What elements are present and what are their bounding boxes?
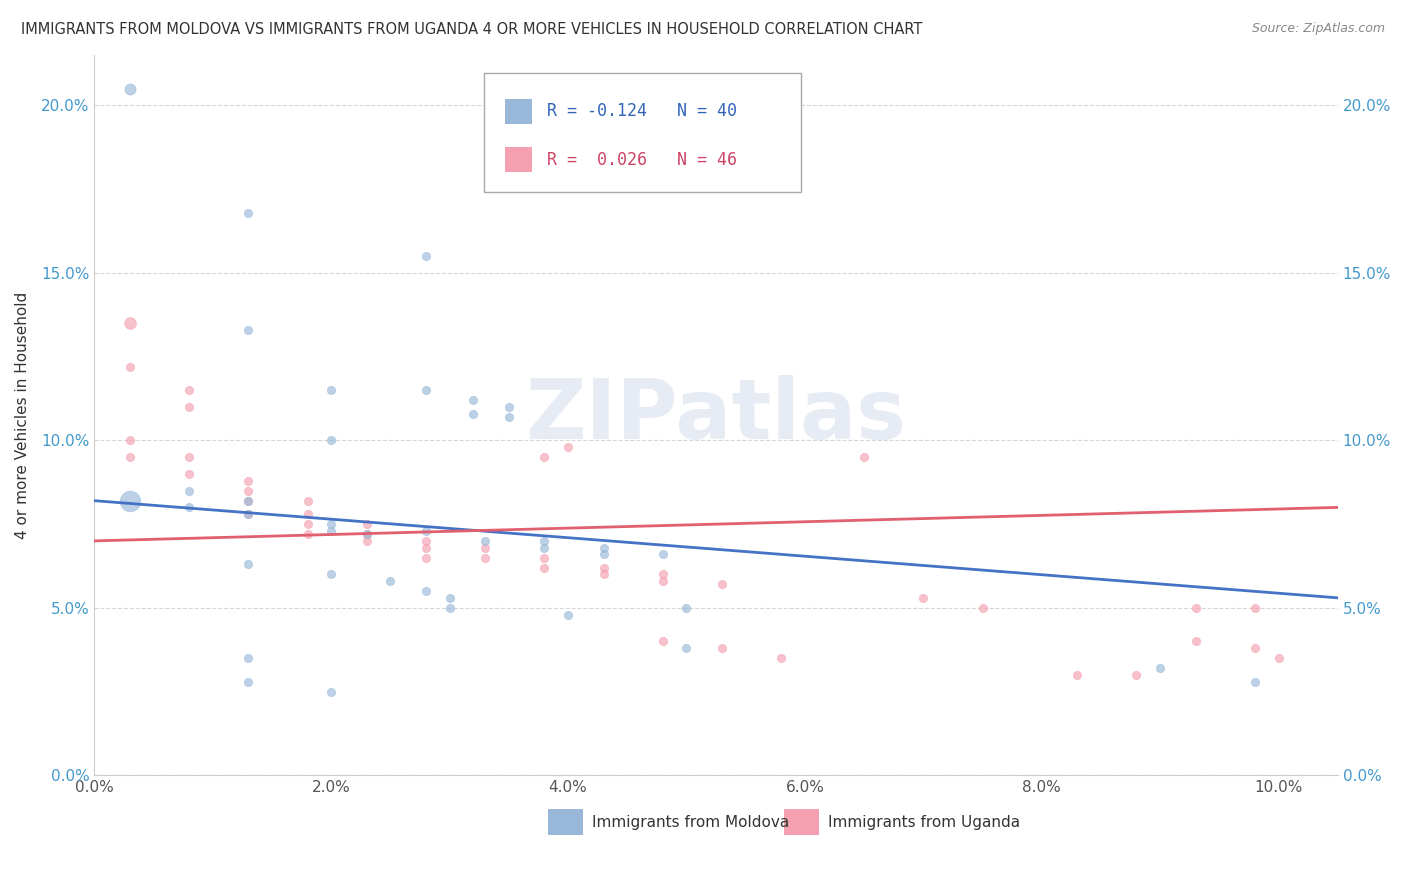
Point — [297, 527, 319, 541]
Point — [415, 584, 437, 599]
Point — [118, 434, 141, 448]
Point — [651, 567, 673, 582]
Point — [356, 527, 378, 541]
Point — [1066, 668, 1088, 682]
Point — [356, 533, 378, 548]
Point — [118, 450, 141, 464]
Point — [651, 634, 673, 648]
Point — [710, 577, 733, 591]
Point — [474, 550, 496, 565]
Point — [118, 316, 141, 330]
Point — [533, 533, 555, 548]
Point — [557, 440, 579, 454]
Point — [177, 383, 200, 397]
Point — [238, 323, 260, 337]
Point — [238, 483, 260, 498]
Point — [1244, 674, 1267, 689]
Y-axis label: 4 or more Vehicles in Household: 4 or more Vehicles in Household — [15, 292, 30, 539]
Point — [297, 517, 319, 532]
Text: Immigrants from Uganda: Immigrants from Uganda — [828, 814, 1021, 830]
Point — [415, 541, 437, 555]
Point — [533, 560, 555, 574]
Point — [238, 474, 260, 488]
Point — [238, 493, 260, 508]
Point — [439, 591, 461, 605]
Point — [972, 600, 994, 615]
Point — [238, 507, 260, 521]
Text: ZIPatlas: ZIPatlas — [526, 375, 907, 456]
FancyBboxPatch shape — [505, 99, 531, 124]
Point — [238, 205, 260, 219]
Point — [1184, 634, 1206, 648]
Point — [1244, 641, 1267, 656]
Point — [498, 400, 520, 414]
FancyBboxPatch shape — [484, 73, 800, 192]
Point — [853, 450, 876, 464]
Point — [321, 517, 343, 532]
Point — [592, 547, 614, 561]
Point — [321, 383, 343, 397]
Point — [297, 493, 319, 508]
Point — [177, 467, 200, 481]
Point — [463, 407, 485, 421]
Point — [1125, 668, 1147, 682]
Point — [770, 651, 793, 665]
Point — [710, 641, 733, 656]
Point — [912, 591, 935, 605]
Point — [415, 550, 437, 565]
FancyBboxPatch shape — [785, 809, 820, 835]
Point — [1267, 651, 1289, 665]
Text: IMMIGRANTS FROM MOLDOVA VS IMMIGRANTS FROM UGANDA 4 OR MORE VEHICLES IN HOUSEHOL: IMMIGRANTS FROM MOLDOVA VS IMMIGRANTS FR… — [21, 22, 922, 37]
Point — [651, 547, 673, 561]
Point — [238, 507, 260, 521]
Point — [592, 567, 614, 582]
Point — [321, 434, 343, 448]
FancyBboxPatch shape — [548, 809, 583, 835]
Point — [415, 249, 437, 263]
Point — [177, 400, 200, 414]
Point — [474, 533, 496, 548]
Point — [533, 541, 555, 555]
Point — [415, 533, 437, 548]
Point — [592, 560, 614, 574]
FancyBboxPatch shape — [505, 147, 531, 172]
Point — [177, 483, 200, 498]
Point — [439, 600, 461, 615]
Point — [118, 359, 141, 374]
Point — [356, 517, 378, 532]
Point — [463, 393, 485, 408]
Point — [1244, 600, 1267, 615]
Point — [118, 493, 141, 508]
Point — [238, 558, 260, 572]
Point — [533, 550, 555, 565]
Text: R =  0.026   N = 46: R = 0.026 N = 46 — [547, 151, 737, 169]
Point — [321, 684, 343, 698]
Point — [498, 409, 520, 424]
Text: Immigrants from Moldova: Immigrants from Moldova — [592, 814, 789, 830]
Point — [238, 493, 260, 508]
Point — [592, 541, 614, 555]
Point — [380, 574, 402, 588]
Point — [1149, 661, 1171, 675]
Point — [675, 600, 697, 615]
Point — [238, 651, 260, 665]
Point — [321, 524, 343, 538]
Point — [118, 81, 141, 95]
Point — [177, 450, 200, 464]
Point — [177, 500, 200, 515]
Point — [415, 383, 437, 397]
Point — [557, 607, 579, 622]
Point — [356, 527, 378, 541]
Point — [1184, 600, 1206, 615]
Point — [297, 507, 319, 521]
Point — [651, 574, 673, 588]
Point — [415, 524, 437, 538]
Point — [474, 541, 496, 555]
Point — [675, 641, 697, 656]
Point — [533, 450, 555, 464]
Point — [238, 674, 260, 689]
Text: Source: ZipAtlas.com: Source: ZipAtlas.com — [1251, 22, 1385, 36]
Text: R = -0.124   N = 40: R = -0.124 N = 40 — [547, 103, 737, 120]
Point — [321, 567, 343, 582]
